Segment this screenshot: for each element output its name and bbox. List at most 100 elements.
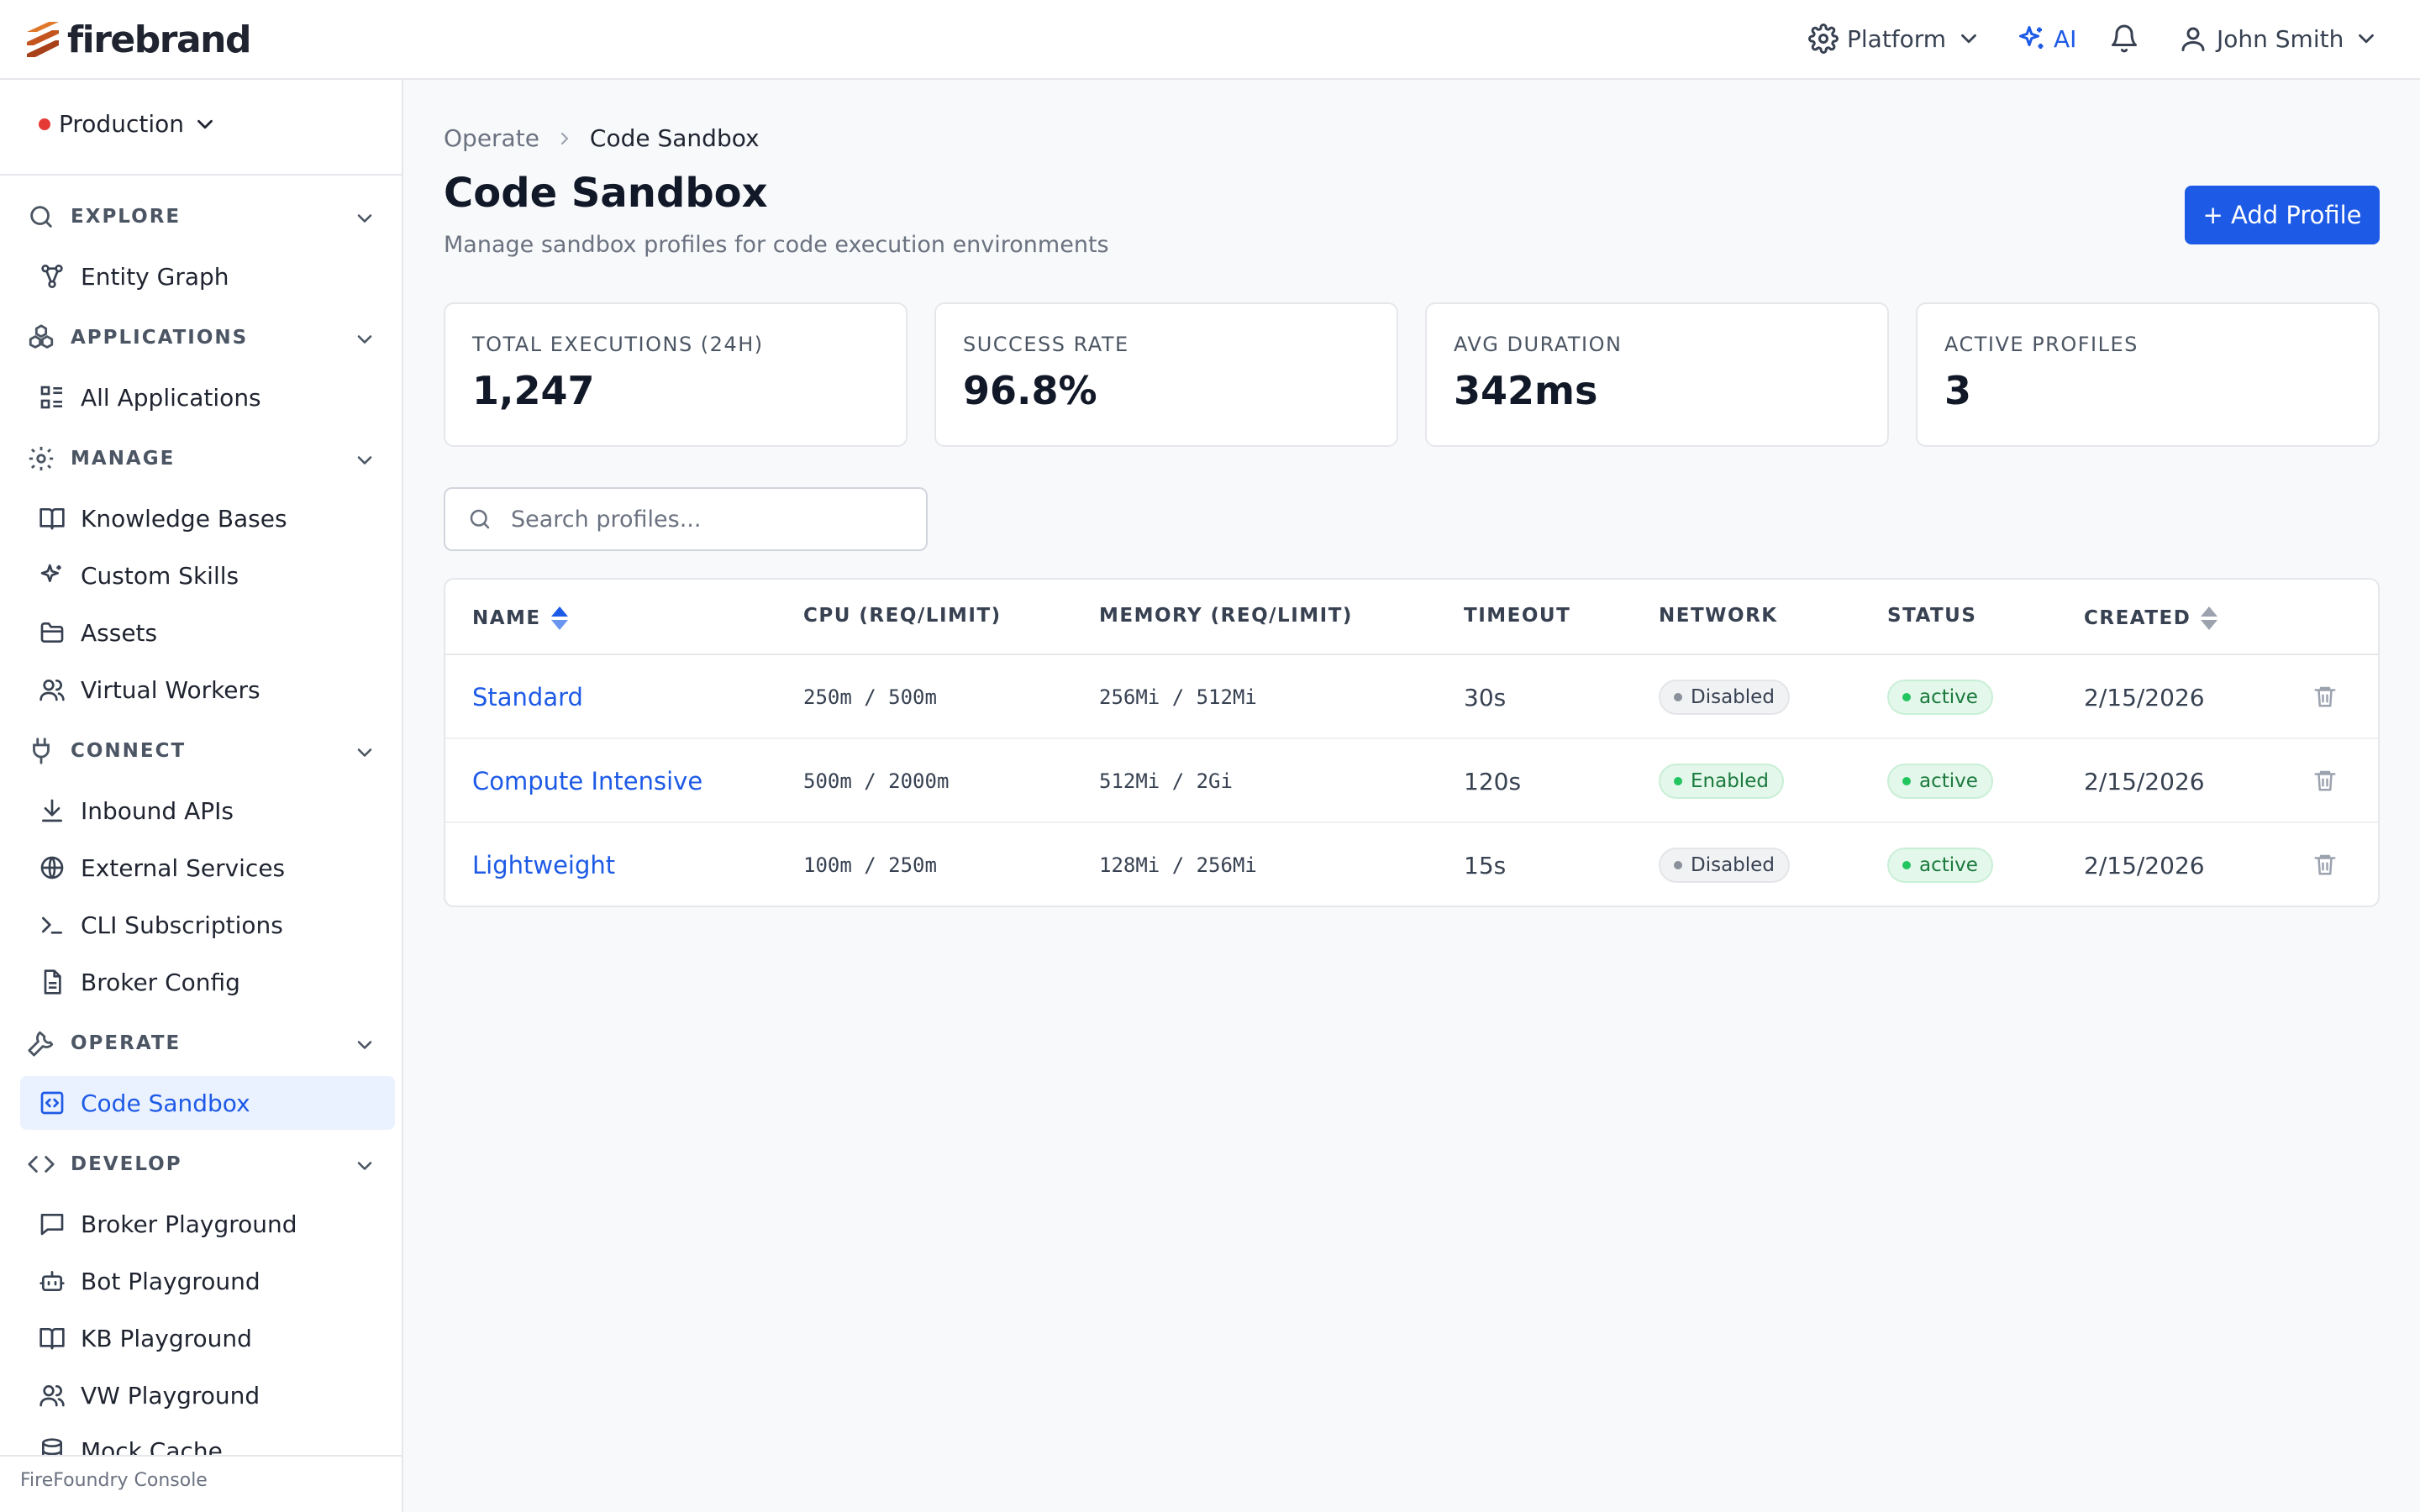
- sidebar-item-external-services[interactable]: External Services: [20, 841, 395, 895]
- sidebar-item-code-sandbox[interactable]: Code Sandbox: [20, 1076, 395, 1130]
- sidebar-item-knowledge-bases[interactable]: Knowledge Bases: [20, 491, 395, 545]
- chevron-down-icon: [1961, 34, 1976, 44]
- user-menu[interactable]: John Smith: [2178, 24, 2379, 54]
- timeout-cell: 15s: [1464, 851, 1507, 879]
- book-icon: [39, 508, 65, 530]
- column-header-cpu: CPU (REQ/LIMIT): [803, 605, 1002, 627]
- breadcrumb-current: Code Sandbox: [589, 124, 760, 152]
- sidebar-item-label: Entity Graph: [81, 262, 229, 291]
- chevron-down-icon: [197, 119, 213, 129]
- sidebar-section-develop[interactable]: DEVELOP: [27, 1147, 376, 1181]
- stat-value: 1,247: [472, 368, 595, 413]
- sidebar-footer: FireFoundry Console: [0, 1455, 402, 1512]
- environment-status-dot: [39, 118, 50, 130]
- stat-value: 342ms: [1454, 368, 1598, 413]
- sidebar-item-broker-config[interactable]: Broker Config: [20, 955, 395, 1009]
- status-cell: active: [1887, 823, 1993, 906]
- sidebar-item-inbound-apis[interactable]: Inbound APIs: [20, 784, 395, 837]
- sidebar-item-vw-playground[interactable]: VW Playground: [20, 1368, 395, 1422]
- stat-card-active-profiles: ACTIVE PROFILES 3: [1916, 302, 2380, 447]
- sidebar-item-label: KB Playground: [81, 1324, 252, 1352]
- breadcrumb: Operate Code Sandbox: [444, 124, 760, 152]
- code-icon: [28, 1156, 55, 1173]
- section-label: DEVELOP: [71, 1153, 182, 1175]
- platform-label: Platform: [1847, 24, 1947, 53]
- cubes-icon: [29, 324, 54, 349]
- profile-name-link[interactable]: Standard: [472, 683, 583, 711]
- section-label: OPERATE: [71, 1032, 182, 1054]
- sidebar-section-explore[interactable]: EXPLORE: [27, 200, 376, 234]
- bot-icon: [39, 1271, 65, 1291]
- chevron-down-icon: [357, 456, 372, 465]
- profile-name-link[interactable]: Lightweight: [472, 851, 616, 879]
- column-header-label: MEMORY (REQ/LIMIT): [1099, 605, 1353, 627]
- add-profile-button[interactable]: + Add Profile: [2185, 186, 2380, 244]
- sidebar-section-manage[interactable]: MANAGE: [27, 442, 376, 475]
- sidebar: Production EXPLORE Entity Graph APPLICAT…: [0, 80, 403, 1512]
- timeout-cell: 120s: [1464, 767, 1522, 795]
- sidebar-item-broker-playground[interactable]: Broker Playground: [20, 1197, 395, 1251]
- status-badge: active: [1887, 764, 1993, 799]
- book-icon: [39, 1328, 65, 1350]
- stat-card-total-executions: TOTAL EXECUTIONS (24H) 1,247: [444, 302, 908, 447]
- breadcrumb-parent[interactable]: Operate: [444, 124, 539, 152]
- sidebar-item-virtual-workers[interactable]: Virtual Workers: [20, 663, 395, 717]
- sidebar-item-label: All Applications: [81, 383, 261, 412]
- divider: [0, 174, 402, 176]
- column-header-created[interactable]: CREATED: [2084, 605, 2219, 632]
- sort-icon: [2201, 606, 2218, 630]
- sidebar-item-cli-subscriptions[interactable]: CLI Subscriptions: [20, 898, 395, 952]
- column-header-name[interactable]: NAME: [472, 605, 570, 632]
- stat-value: 3: [1944, 368, 1972, 413]
- stat-card-avg-duration: AVG DURATION 342ms: [1425, 302, 1889, 447]
- user-icon: [2181, 27, 2205, 51]
- column-header-label: NAME: [472, 607, 541, 629]
- firebrand-logo-icon: [27, 21, 59, 57]
- platform-menu[interactable]: Platform: [1808, 24, 1981, 54]
- chevron-down-icon: [357, 1162, 372, 1170]
- sidebar-item-kb-playground[interactable]: KB Playground: [20, 1311, 395, 1365]
- message-square-icon: [40, 1214, 64, 1236]
- chevron-down-icon: [357, 335, 372, 344]
- chevron-right-icon: [560, 132, 569, 144]
- sidebar-item-label: Custom Skills: [81, 561, 239, 590]
- sidebar-section-operate[interactable]: OPERATE: [27, 1026, 376, 1060]
- profile-name-link[interactable]: Compute Intensive: [472, 767, 703, 795]
- search-input[interactable]: [511, 506, 914, 533]
- sidebar-item-entity-graph[interactable]: Entity Graph: [20, 249, 395, 303]
- cpu-cell: 500m / 2000m: [803, 769, 950, 793]
- logo[interactable]: firebrand: [24, 18, 251, 61]
- trash-icon[interactable]: [2312, 684, 2338, 709]
- sidebar-section-connect[interactable]: CONNECT: [27, 734, 376, 768]
- column-header-status: STATUS: [1887, 605, 1976, 627]
- trash-icon[interactable]: [2312, 768, 2338, 793]
- sidebar-item-all-applications[interactable]: All Applications: [20, 370, 395, 424]
- sidebar-section-applications[interactable]: APPLICATIONS: [27, 321, 376, 354]
- sidebar-item-label: Broker Config: [81, 968, 240, 996]
- stat-label: TOTAL EXECUTIONS (24H): [472, 333, 764, 356]
- list-grid-icon: [40, 386, 62, 409]
- sort-icon: [550, 606, 568, 630]
- ai-button[interactable]: AI: [2017, 24, 2076, 54]
- sidebar-item-bot-playground[interactable]: Bot Playground: [20, 1254, 395, 1308]
- search-box[interactable]: [444, 487, 928, 551]
- column-header-label: TIMEOUT: [1464, 605, 1571, 627]
- status-badge: active: [1887, 680, 1993, 715]
- column-header-network: NETWORK: [1659, 605, 1778, 627]
- trash-icon[interactable]: [2312, 852, 2338, 877]
- gear-icon: [29, 446, 54, 471]
- status-dot: [1902, 693, 1911, 701]
- sidebar-item-custom-skills[interactable]: Custom Skills: [20, 549, 395, 602]
- globe-icon: [40, 856, 64, 879]
- download-icon: [42, 799, 62, 822]
- column-header-label: STATUS: [1887, 605, 1977, 627]
- section-label: MANAGE: [71, 448, 176, 470]
- notifications-button[interactable]: [2109, 24, 2139, 54]
- code-box-icon: [40, 1091, 64, 1115]
- column-header-timeout: TIMEOUT: [1464, 605, 1570, 627]
- environment-selector[interactable]: Production: [39, 110, 218, 138]
- chevron-down-icon: [357, 214, 372, 223]
- profiles-table: NAME CPU (REQ/LIMIT) MEMORY (REQ/LIMIT) …: [444, 578, 2380, 907]
- page-title: Code Sandbox: [444, 170, 768, 217]
- sidebar-item-assets[interactable]: Assets: [20, 606, 395, 659]
